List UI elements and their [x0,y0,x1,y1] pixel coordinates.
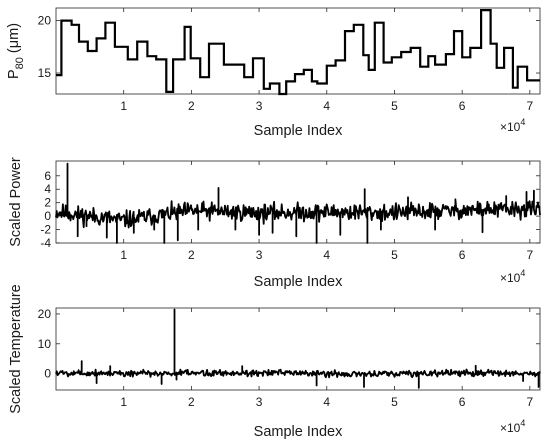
y-axis-label-power: Scaled Power [8,157,24,247]
x-multiplier-temperature: ×104 [500,418,525,435]
y-tick-label: 0 [44,209,51,223]
series-line-power [55,162,541,244]
x-ticks-power: 1 2 3 4 5 6 7 [120,161,534,262]
series-line-p80 [56,9,540,96]
y-axis-label-temperature: Scaled Temperature [8,284,24,414]
x-ticks-p80: 1 2 3 4 5 6 7 [120,8,534,113]
x-tick-label: 3 [256,395,263,409]
y-tick-label: -4 [40,236,51,250]
x-ticks-temperature: 1 2 3 4 5 6 7 [120,308,534,409]
x-tick-label: 3 [256,248,263,262]
x-tick-label: 7 [527,248,534,262]
y-tick-label: -2 [40,223,51,237]
x-tick-label: 7 [527,99,534,113]
plot-frame-p80 [55,7,541,95]
y-axis-label-p80: P80 (μm) [6,23,26,79]
x-tick-label: 2 [188,248,195,262]
x-tick-label: 5 [391,395,398,409]
series-line-temperature [55,308,541,389]
x-tick-label: 1 [120,395,127,409]
x-axis-label-temperature: Sample Index [254,424,343,440]
y-tick-label: 10 [38,337,52,351]
x-tick-label: 6 [459,395,466,409]
x-tick-label: 2 [188,99,195,113]
x-multiplier-p80: ×104 [500,117,525,134]
y-tick-label: 20 [38,307,52,321]
x-tick-label: 6 [459,248,466,262]
x-tick-label: 7 [527,395,534,409]
x-axis-label-power: Sample Index [254,274,343,290]
y-ticks-temperature: 0 10 20 [38,307,540,381]
plot-frame-temperature [55,307,541,391]
x-tick-label: 5 [391,248,398,262]
y-tick-label: 6 [44,169,51,183]
x-axis-label-p80: Sample Index [254,123,343,139]
x-multiplier-power: ×104 [500,268,525,285]
x-tick-label: 4 [323,395,330,409]
y-tick-label: 20 [38,14,52,28]
panel-temperature: 1 2 3 4 5 6 7 0 10 20 Scaled Temperature Sample … [8,284,541,440]
y-tick-label: 15 [38,66,52,80]
x-tick-label: 3 [256,99,263,113]
plot-frame-power [55,160,541,244]
x-tick-label: 6 [459,99,466,113]
x-tick-label: 1 [120,248,127,262]
x-tick-label: 4 [323,248,330,262]
y-tick-label: 0 [44,367,51,381]
x-tick-label: 1 [120,99,127,113]
x-tick-label: 2 [188,395,195,409]
x-tick-label: 5 [391,99,398,113]
y-tick-label: 2 [44,196,51,210]
x-tick-label: 4 [323,99,330,113]
y-tick-label: 4 [44,182,51,196]
